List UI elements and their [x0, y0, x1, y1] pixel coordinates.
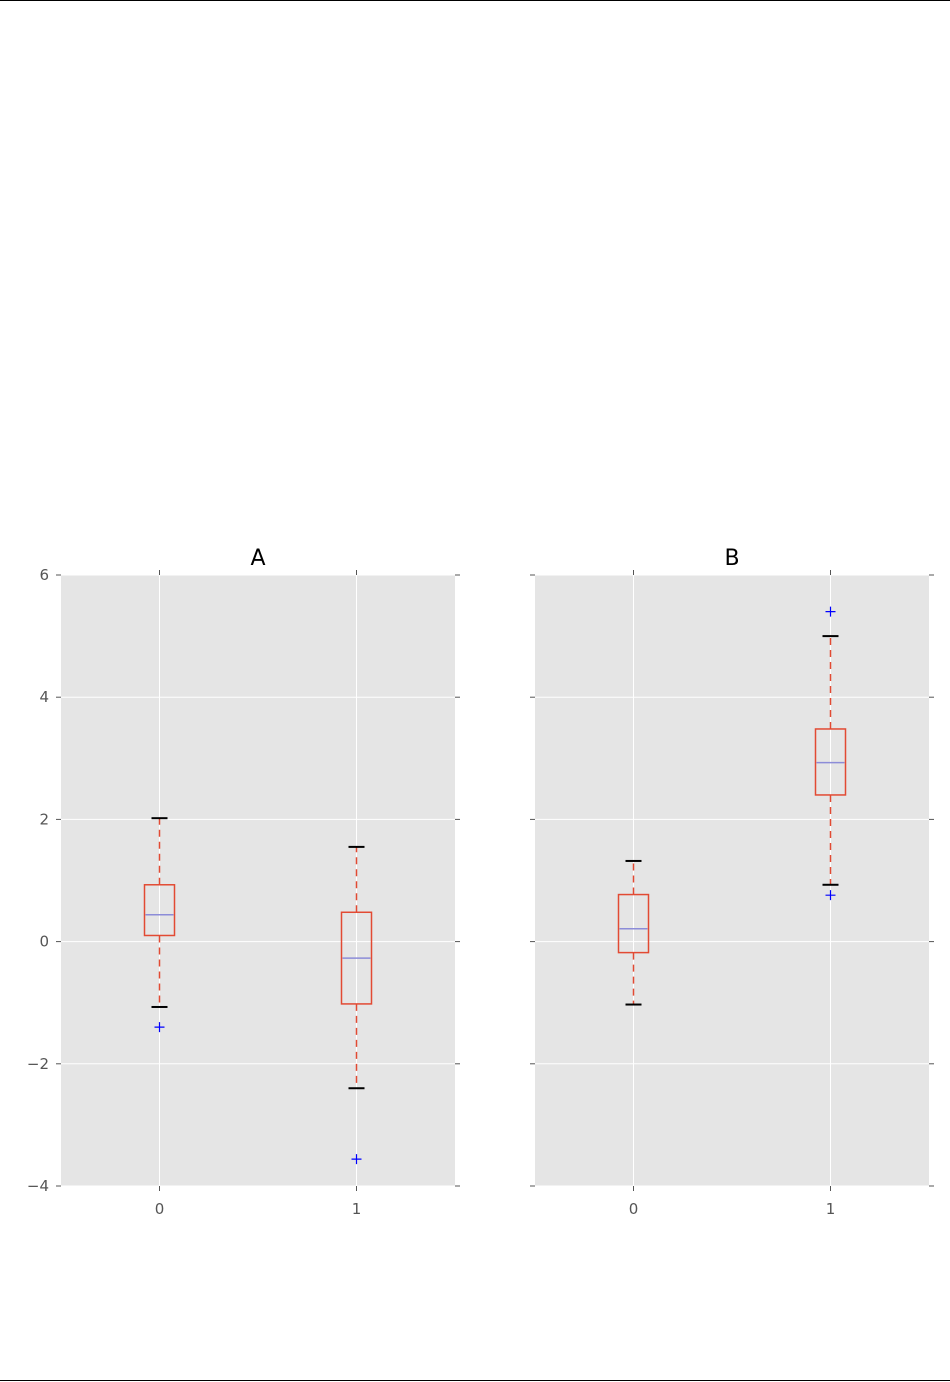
y-tick-label: −4	[27, 1177, 49, 1195]
x-tick-label: 1	[826, 1200, 836, 1218]
x-tick-label: 0	[629, 1200, 639, 1218]
y-tick-label: 2	[39, 810, 49, 828]
page-bottom-rule	[0, 1380, 950, 1381]
y-tick-label: 6	[39, 566, 49, 584]
flier-point	[825, 606, 836, 617]
y-tick-label: −2	[27, 1055, 49, 1073]
panel-title-A: A	[250, 546, 265, 571]
box-body	[617, 893, 650, 954]
flier-point	[351, 1154, 362, 1165]
page-top-rule	[0, 0, 950, 1]
box-body	[814, 728, 847, 796]
y-tick-label: 4	[39, 688, 49, 706]
x-tick-label: 0	[155, 1200, 165, 1218]
flier-point	[154, 1022, 165, 1033]
plot-area-B	[535, 575, 929, 1186]
flier-point	[825, 890, 836, 901]
box-body	[143, 884, 176, 937]
plot-area-A	[61, 575, 455, 1186]
x-tick-label: 1	[352, 1200, 362, 1218]
panel-title-B: B	[724, 546, 739, 571]
y-tick-label: 0	[39, 933, 49, 951]
box-body	[340, 911, 373, 1005]
